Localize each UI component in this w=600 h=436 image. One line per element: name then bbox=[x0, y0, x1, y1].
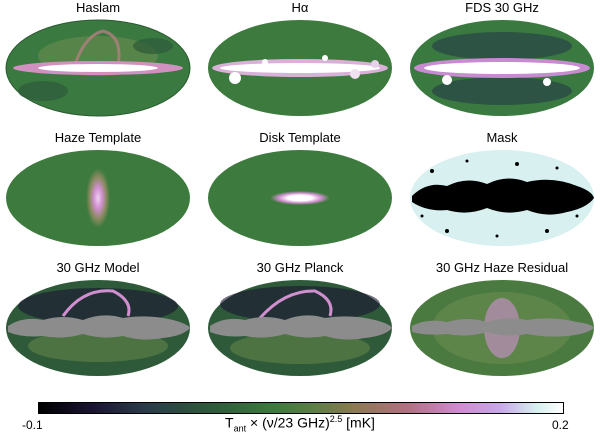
haze-template-map bbox=[6, 150, 190, 246]
label-unit: [mK] bbox=[342, 414, 375, 431]
panel-30ghz-planck: 30 GHz Planck bbox=[205, 260, 395, 386]
panel-title: Mask bbox=[486, 130, 518, 145]
panel-halpha: Hα bbox=[205, 0, 395, 126]
colorbar-axis-label: Tant × (ν/23 GHz)2.5 [mK] bbox=[0, 414, 600, 433]
colorbar: -0.1 0.2 Tant × (ν/23 GHz)2.5 [mK] bbox=[0, 396, 600, 436]
label-mid: × (ν/23 GHz) bbox=[246, 414, 330, 431]
haslam-sky-map bbox=[5, 19, 191, 117]
label-sub: ant bbox=[233, 423, 247, 434]
panel-title: 30 GHz Haze Residual bbox=[435, 260, 569, 275]
mask-map bbox=[410, 150, 594, 246]
panel-haze-template: Haze Template bbox=[3, 130, 193, 256]
panel-disk-template: Disk Template bbox=[205, 130, 395, 256]
colorbar-max-label: 0.2 bbox=[552, 418, 569, 432]
model-sky-map bbox=[6, 280, 190, 376]
panel-mask: Mask bbox=[407, 130, 597, 256]
planck-sky-map bbox=[208, 280, 392, 376]
panel-title: Haze Template bbox=[54, 130, 142, 145]
label-sup: 2.5 bbox=[329, 414, 343, 424]
disk-template-map bbox=[208, 150, 392, 246]
panel-fds: FDS 30 GHz bbox=[407, 0, 597, 126]
colorbar-min-label: -0.1 bbox=[22, 418, 43, 432]
panel-haslam: Haslam bbox=[3, 0, 193, 126]
residual-sky-map bbox=[410, 280, 594, 376]
panel-30ghz-haze-residual: 30 GHz Haze Residual bbox=[407, 260, 597, 386]
panel-title: FDS 30 GHz bbox=[465, 0, 539, 15]
panel-title: Haslam bbox=[75, 0, 121, 15]
panel-title: 30 GHz Model bbox=[56, 260, 140, 275]
label-main: T bbox=[225, 414, 234, 431]
halpha-sky-map bbox=[208, 20, 392, 116]
panel-30ghz-model: 30 GHz Model bbox=[3, 260, 193, 386]
panel-title: Hα bbox=[291, 0, 309, 15]
panel-title: 30 GHz Planck bbox=[256, 260, 344, 275]
fds-sky-map bbox=[410, 20, 594, 116]
colorbar-gradient bbox=[38, 402, 564, 414]
panel-title: Disk Template bbox=[259, 130, 341, 145]
